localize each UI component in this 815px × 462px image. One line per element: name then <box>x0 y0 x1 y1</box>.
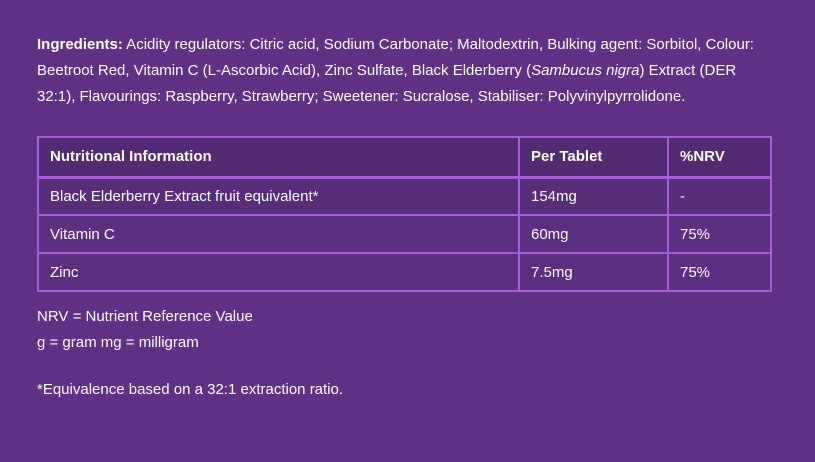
per-tablet-value-cell: 7.5mg <box>518 252 669 292</box>
species-name: Sambucus nigra <box>531 62 640 79</box>
ingredients-label: Ingredients: <box>37 36 123 53</box>
col-header-nutritional-information: Nutritional Information <box>37 136 520 179</box>
per-tablet-value-cell: 154mg <box>518 176 669 216</box>
table-row-zinc: Zinc 7.5mg 75% <box>37 252 772 292</box>
col-header-nrv: %NRV <box>667 136 772 179</box>
nrv-value-cell: 75% <box>667 252 772 292</box>
nutrient-name-cell: Zinc <box>37 252 520 292</box>
table-row-black-elderberry: Black Elderberry Extract fruit equivalen… <box>37 176 772 216</box>
nrv-value-cell: 75% <box>667 214 772 254</box>
footnote-equivalence: *Equivalence based on a 32:1 extraction … <box>37 381 344 398</box>
footnote-unit-definitions: g = gram mg = milligram <box>37 334 199 351</box>
per-tablet-value-cell: 60mg <box>518 214 669 254</box>
ingredients-text-after-species: ) Extract (DER 32:1), Flavourings: Raspb… <box>37 62 737 105</box>
table-header-row: Nutritional Information Per Tablet %NRV <box>37 136 772 179</box>
nrv-value-cell: - <box>667 176 772 216</box>
nutritional-information-table: Nutritional Information Per Tablet %NRV … <box>37 136 772 292</box>
col-header-per-tablet: Per Tablet <box>518 136 669 179</box>
nutrition-label-panel: Ingredients: Acidity regulators: Citric … <box>37 32 778 403</box>
nutrient-name-cell: Vitamin C <box>37 214 520 254</box>
footnotes-section: NRV = Nutrient Reference Value g = gram … <box>37 304 778 403</box>
table-row-vitamin-c: Vitamin C 60mg 75% <box>37 214 772 254</box>
ingredients-paragraph: Ingredients: Acidity regulators: Citric … <box>37 32 772 110</box>
ingredients-text-before-species: Acidity regulators: Citric acid, Sodium … <box>37 36 754 79</box>
footnote-nrv-definition: NRV = Nutrient Reference Value <box>37 308 253 325</box>
nutrient-name-cell: Black Elderberry Extract fruit equivalen… <box>37 176 520 216</box>
